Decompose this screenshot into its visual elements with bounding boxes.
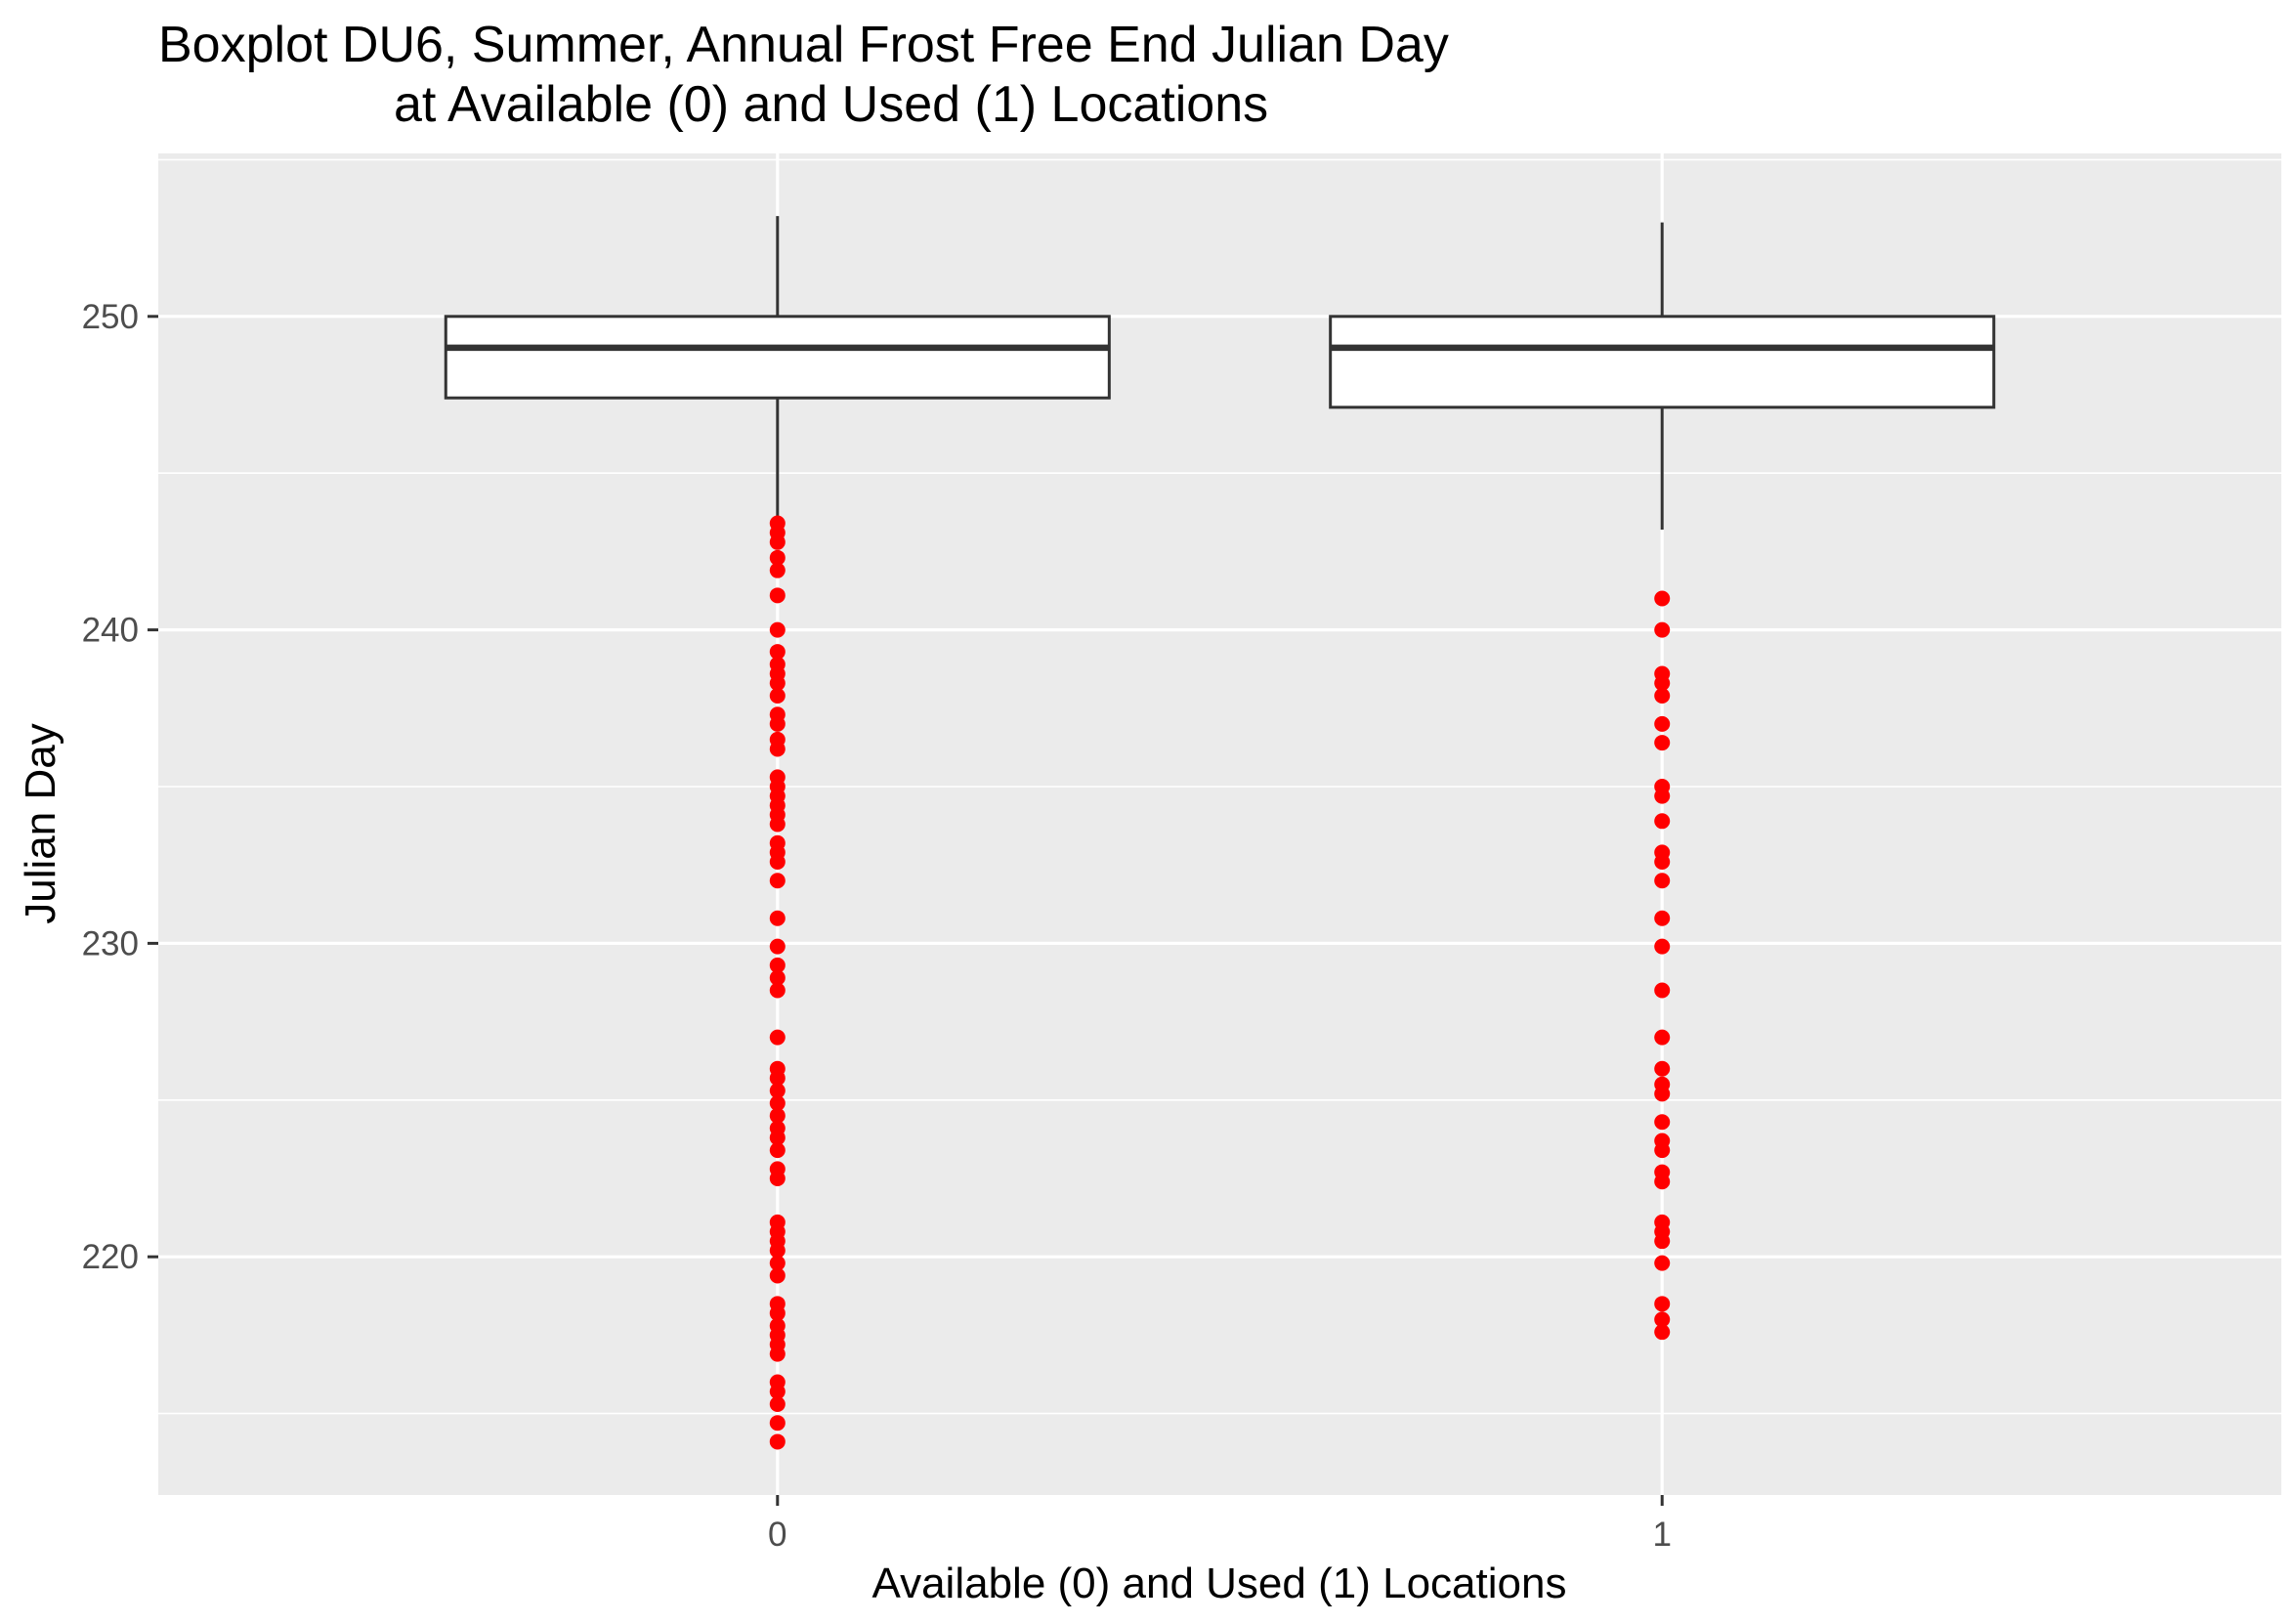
outlier-point	[1654, 910, 1671, 926]
outlier-point	[769, 675, 786, 692]
outlier-point	[769, 1433, 786, 1450]
outlier-point	[769, 715, 786, 732]
y-tick-label: 250	[82, 298, 139, 336]
outlier-point	[1654, 1086, 1671, 1102]
outlier-point	[769, 621, 786, 638]
outlier-point	[769, 969, 786, 986]
outlier-point	[769, 1346, 786, 1362]
outlier-point	[1654, 675, 1671, 692]
outlier-point	[769, 562, 786, 578]
outlier-point	[1654, 621, 1671, 638]
outlier-point	[1654, 853, 1671, 870]
outlier-point	[1654, 938, 1671, 955]
outlier-point	[769, 549, 786, 566]
x-tick-label: 1	[1652, 1516, 1671, 1554]
axes: 220 230 240 250 0 1	[82, 298, 1672, 1554]
outlier-point	[769, 687, 786, 704]
outlier-point	[1654, 1029, 1671, 1046]
x-axis-title: Available (0) and Used (1) Locations	[872, 1560, 1567, 1607]
outlier-point	[1654, 1060, 1671, 1077]
box-group-0	[444, 216, 1111, 1450]
chart-subtitle: at Available (0) and Used (1) Locations	[394, 76, 1268, 133]
y-tick-label: 240	[82, 612, 139, 650]
outlier-point	[1654, 982, 1671, 999]
boxes	[444, 216, 1996, 1450]
outlier-point	[1654, 873, 1671, 889]
outlier-point	[769, 1070, 786, 1087]
outlier-point	[769, 534, 786, 550]
outlier-point	[769, 1242, 786, 1259]
outlier-point	[769, 853, 786, 870]
outlier-point	[769, 1107, 786, 1124]
outlier-point	[1654, 590, 1671, 607]
outlier-point	[769, 873, 786, 889]
outlier-point	[769, 1083, 786, 1099]
outlier-point	[1654, 735, 1671, 751]
y-tick-label: 220	[82, 1238, 139, 1276]
outlier-point	[769, 644, 786, 661]
iqr-box	[444, 315, 1111, 400]
chart-title: Boxplot DU6, Summer, Annual Frost Free E…	[158, 17, 1449, 73]
outlier-point	[769, 1142, 786, 1159]
outlier-point	[769, 816, 786, 833]
outlier-point	[769, 957, 786, 973]
x-tick-label: 0	[768, 1516, 787, 1554]
outlier-point	[769, 1130, 786, 1146]
outlier-point	[769, 1384, 786, 1400]
outlier-point	[1654, 1142, 1671, 1159]
outlier-point	[1654, 1311, 1671, 1328]
outlier-point	[769, 741, 786, 757]
outlier-point	[1654, 687, 1671, 704]
outlier-point	[1654, 1174, 1671, 1190]
y-tick-label: 230	[82, 924, 139, 962]
outlier-point	[1654, 1114, 1671, 1131]
outlier-point	[769, 938, 786, 955]
outlier-point	[769, 1304, 786, 1321]
outlier-point	[769, 1267, 786, 1284]
outlier-point	[769, 982, 786, 999]
outlier-point	[1654, 788, 1671, 804]
outlier-point	[769, 1255, 786, 1271]
outlier-point	[769, 587, 786, 604]
iqr-box	[1329, 315, 1996, 409]
outlier-point	[1654, 715, 1671, 732]
outlier-point	[1654, 1324, 1671, 1341]
outlier-point	[769, 910, 786, 926]
outlier-point	[1654, 1296, 1671, 1312]
outlier-point	[769, 1170, 786, 1186]
y-axis-title: Julian Day	[17, 723, 64, 923]
outlier-point	[1654, 1255, 1671, 1271]
outlier-point	[769, 1415, 786, 1432]
outlier-point	[1654, 1233, 1671, 1250]
outlier-point	[769, 1029, 786, 1046]
outlier-point	[1654, 813, 1671, 830]
box-group-1	[1329, 222, 1996, 1341]
outlier-point	[769, 1395, 786, 1412]
outlier-point	[769, 1095, 786, 1112]
